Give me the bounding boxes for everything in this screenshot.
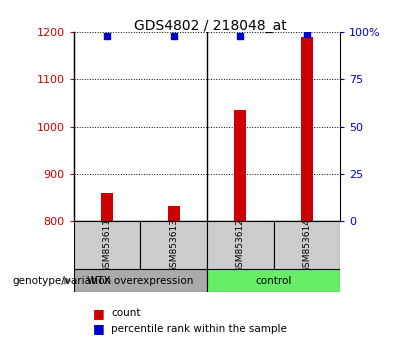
Bar bbox=[273, 221, 340, 269]
Text: GSM853611: GSM853611 bbox=[102, 218, 111, 273]
Point bbox=[103, 33, 110, 39]
Text: ■: ■ bbox=[92, 322, 104, 335]
Point bbox=[170, 33, 177, 39]
Text: GDS4802 / 218048_at: GDS4802 / 218048_at bbox=[134, 19, 286, 34]
Text: ■: ■ bbox=[92, 307, 104, 320]
Bar bbox=[207, 269, 340, 292]
Text: GSM853612: GSM853612 bbox=[236, 218, 245, 273]
Text: GSM853614: GSM853614 bbox=[302, 218, 311, 273]
Bar bbox=[101, 193, 113, 221]
Bar bbox=[74, 221, 140, 269]
Text: GSM853613: GSM853613 bbox=[169, 218, 178, 273]
Bar bbox=[301, 36, 313, 221]
Point bbox=[237, 33, 244, 39]
Bar bbox=[234, 110, 246, 221]
Text: count: count bbox=[111, 308, 141, 318]
Bar bbox=[168, 206, 179, 221]
Text: genotype/variation: genotype/variation bbox=[13, 276, 112, 286]
Bar bbox=[207, 221, 273, 269]
Text: WTX overexpression: WTX overexpression bbox=[87, 275, 193, 286]
Bar bbox=[74, 269, 207, 292]
Bar bbox=[140, 221, 207, 269]
Text: control: control bbox=[255, 275, 292, 286]
Point bbox=[304, 31, 310, 36]
Text: percentile rank within the sample: percentile rank within the sample bbox=[111, 324, 287, 333]
